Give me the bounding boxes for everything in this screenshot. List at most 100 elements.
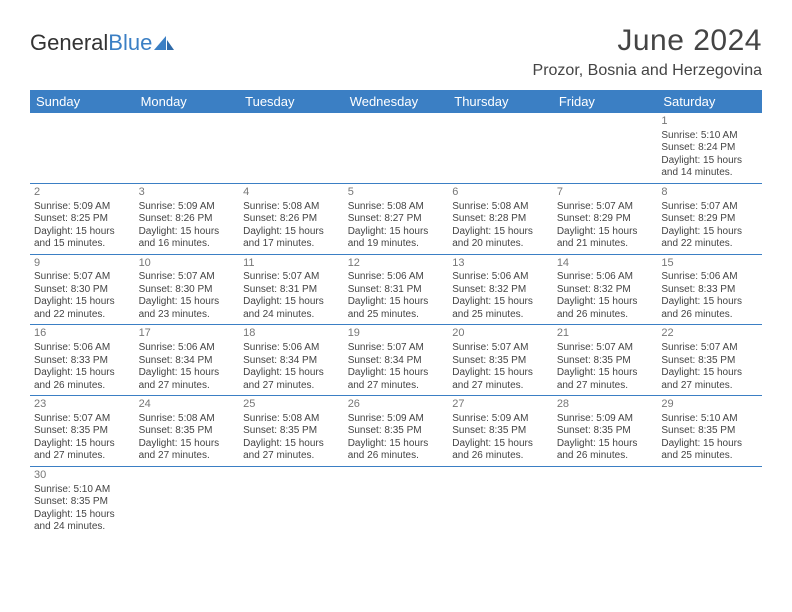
day-sunrise: Sunrise: 5:07 AM — [139, 271, 236, 284]
day-number: 9 — [34, 257, 131, 271]
day-d1: Daylight: 15 hours — [243, 226, 340, 239]
calendar-week: 16Sunrise: 5:06 AMSunset: 8:33 PMDayligh… — [30, 325, 762, 396]
day-sunrise: Sunrise: 5:06 AM — [661, 271, 758, 284]
weekday-header: Sunday — [30, 90, 135, 113]
day-sunset: Sunset: 8:34 PM — [243, 355, 340, 368]
day-number: 5 — [348, 186, 445, 200]
day-number: 24 — [139, 398, 236, 412]
day-number: 26 — [348, 398, 445, 412]
day-d1: Daylight: 15 hours — [243, 367, 340, 380]
day-d1: Daylight: 15 hours — [34, 509, 131, 522]
day-number: 12 — [348, 257, 445, 271]
calendar-day: 22Sunrise: 5:07 AMSunset: 8:35 PMDayligh… — [657, 325, 762, 396]
day-number: 19 — [348, 327, 445, 341]
brand-part1: General — [30, 30, 108, 56]
day-number: 1 — [661, 115, 758, 129]
calendar-day: 11Sunrise: 5:07 AMSunset: 8:31 PMDayligh… — [239, 254, 344, 325]
day-number: 27 — [452, 398, 549, 412]
day-d1: Daylight: 15 hours — [452, 367, 549, 380]
day-d2: and 26 minutes. — [348, 450, 445, 463]
day-sunset: Sunset: 8:35 PM — [661, 425, 758, 438]
calendar-day: 2Sunrise: 5:09 AMSunset: 8:25 PMDaylight… — [30, 183, 135, 254]
day-sunrise: Sunrise: 5:08 AM — [139, 413, 236, 426]
day-d1: Daylight: 15 hours — [661, 367, 758, 380]
day-number: 30 — [34, 469, 131, 483]
day-sunrise: Sunrise: 5:08 AM — [348, 201, 445, 214]
day-sunrise: Sunrise: 5:10 AM — [661, 130, 758, 143]
day-sunrise: Sunrise: 5:07 AM — [34, 413, 131, 426]
day-d2: and 15 minutes. — [34, 238, 131, 251]
calendar-week: 2Sunrise: 5:09 AMSunset: 8:25 PMDaylight… — [30, 183, 762, 254]
calendar-day: 12Sunrise: 5:06 AMSunset: 8:31 PMDayligh… — [344, 254, 449, 325]
day-number: 3 — [139, 186, 236, 200]
day-sunrise: Sunrise: 5:07 AM — [348, 342, 445, 355]
day-d2: and 27 minutes. — [34, 450, 131, 463]
calendar-empty — [239, 466, 344, 536]
day-sunset: Sunset: 8:35 PM — [139, 425, 236, 438]
calendar-header: SundayMondayTuesdayWednesdayThursdayFrid… — [30, 90, 762, 113]
day-sunset: Sunset: 8:24 PM — [661, 142, 758, 155]
calendar-day: 6Sunrise: 5:08 AMSunset: 8:28 PMDaylight… — [448, 183, 553, 254]
calendar-empty — [239, 113, 344, 183]
day-number: 6 — [452, 186, 549, 200]
day-d2: and 27 minutes. — [139, 380, 236, 393]
day-d1: Daylight: 15 hours — [34, 296, 131, 309]
calendar-week: 1Sunrise: 5:10 AMSunset: 8:24 PMDaylight… — [30, 113, 762, 183]
day-sunrise: Sunrise: 5:09 AM — [452, 413, 549, 426]
day-number: 8 — [661, 186, 758, 200]
day-d1: Daylight: 15 hours — [139, 296, 236, 309]
day-sunrise: Sunrise: 5:06 AM — [34, 342, 131, 355]
calendar-day: 19Sunrise: 5:07 AMSunset: 8:34 PMDayligh… — [344, 325, 449, 396]
day-d2: and 25 minutes. — [661, 450, 758, 463]
day-d2: and 27 minutes. — [348, 380, 445, 393]
calendar-day: 5Sunrise: 5:08 AMSunset: 8:27 PMDaylight… — [344, 183, 449, 254]
calendar-day: 23Sunrise: 5:07 AMSunset: 8:35 PMDayligh… — [30, 396, 135, 467]
day-d2: and 24 minutes. — [243, 309, 340, 322]
day-number: 18 — [243, 327, 340, 341]
calendar-day: 8Sunrise: 5:07 AMSunset: 8:29 PMDaylight… — [657, 183, 762, 254]
day-d2: and 20 minutes. — [452, 238, 549, 251]
header: GeneralBlue June 2024 Prozor, Bosnia and… — [30, 24, 762, 80]
day-d2: and 22 minutes. — [661, 238, 758, 251]
day-sunrise: Sunrise: 5:07 AM — [34, 271, 131, 284]
calendar-week: 23Sunrise: 5:07 AMSunset: 8:35 PMDayligh… — [30, 396, 762, 467]
day-sunrise: Sunrise: 5:08 AM — [452, 201, 549, 214]
day-d2: and 22 minutes. — [34, 309, 131, 322]
calendar-empty — [135, 113, 240, 183]
day-d2: and 27 minutes. — [243, 380, 340, 393]
day-d2: and 19 minutes. — [348, 238, 445, 251]
day-sunrise: Sunrise: 5:07 AM — [661, 201, 758, 214]
title-block: June 2024 Prozor, Bosnia and Herzegovina — [533, 24, 762, 80]
calendar-empty — [344, 466, 449, 536]
day-sunset: Sunset: 8:35 PM — [661, 355, 758, 368]
brand-logo: GeneralBlue — [30, 30, 176, 56]
day-sunset: Sunset: 8:35 PM — [557, 355, 654, 368]
day-d1: Daylight: 15 hours — [557, 438, 654, 451]
day-sunset: Sunset: 8:35 PM — [557, 425, 654, 438]
day-sunrise: Sunrise: 5:07 AM — [243, 271, 340, 284]
day-d2: and 23 minutes. — [139, 309, 236, 322]
calendar-day: 20Sunrise: 5:07 AMSunset: 8:35 PMDayligh… — [448, 325, 553, 396]
day-d1: Daylight: 15 hours — [557, 367, 654, 380]
weekday-header: Friday — [553, 90, 658, 113]
calendar-day: 24Sunrise: 5:08 AMSunset: 8:35 PMDayligh… — [135, 396, 240, 467]
day-sunset: Sunset: 8:35 PM — [348, 425, 445, 438]
day-d1: Daylight: 15 hours — [661, 155, 758, 168]
day-sunset: Sunset: 8:30 PM — [34, 284, 131, 297]
day-sunrise: Sunrise: 5:07 AM — [661, 342, 758, 355]
sail-icon — [154, 34, 176, 52]
calendar-day: 27Sunrise: 5:09 AMSunset: 8:35 PMDayligh… — [448, 396, 553, 467]
day-number: 7 — [557, 186, 654, 200]
day-number: 23 — [34, 398, 131, 412]
day-d2: and 16 minutes. — [139, 238, 236, 251]
weekday-header: Monday — [135, 90, 240, 113]
calendar-empty — [553, 466, 658, 536]
calendar-day: 18Sunrise: 5:06 AMSunset: 8:34 PMDayligh… — [239, 325, 344, 396]
day-d2: and 26 minutes. — [557, 450, 654, 463]
day-d1: Daylight: 15 hours — [139, 226, 236, 239]
day-sunset: Sunset: 8:27 PM — [348, 213, 445, 226]
day-sunset: Sunset: 8:32 PM — [557, 284, 654, 297]
day-sunrise: Sunrise: 5:09 AM — [34, 201, 131, 214]
day-sunset: Sunset: 8:29 PM — [661, 213, 758, 226]
day-sunset: Sunset: 8:28 PM — [452, 213, 549, 226]
